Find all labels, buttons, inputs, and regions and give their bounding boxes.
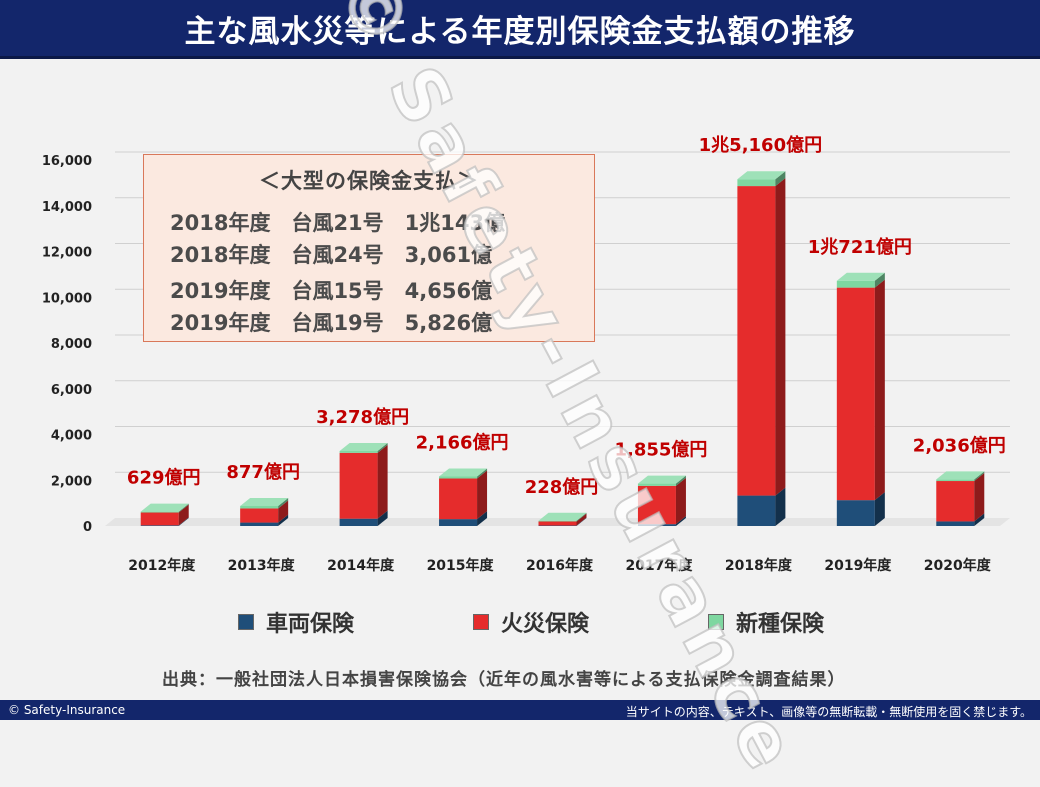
x-category-label: 2020年度 — [924, 557, 992, 574]
large-payout-infobox: ＜大型の保険金支払＞ 2018年度 台風21号 1兆143億 2018年度 台風… — [143, 154, 595, 342]
footer-bar: © Safety-Insurance 当サイトの内容、テキスト、画像等の無断転載… — [0, 700, 1040, 720]
chart-legend: 車両保険 火災保険 新種保険 — [0, 606, 1040, 640]
data-label: 1兆5,160億円 — [699, 134, 822, 156]
legend-swatch — [473, 614, 489, 630]
legend-item-fire: 火災保険 — [473, 606, 589, 638]
legend-swatch — [238, 614, 254, 630]
page-title: 主な風水災等による年度別保険金支払額の推移 — [0, 0, 1040, 59]
legend-item-new-type: 新種保険 — [708, 606, 824, 638]
x-category-label: 2014年度 — [327, 557, 395, 574]
infobox-row: 2019年度 台風19号 5,826億 — [170, 307, 492, 337]
x-category-label: 2012年度 — [128, 557, 196, 574]
x-category-label: 2017年度 — [625, 557, 693, 574]
data-label: 877億円 — [226, 461, 300, 483]
bar-segment-fire — [340, 445, 388, 519]
data-label: 228億円 — [525, 476, 599, 498]
data-label: 1兆721億円 — [808, 236, 912, 258]
footer-notice: 当サイトの内容、テキスト、画像等の無断転載・無断使用を固く禁じます。 — [626, 703, 1032, 720]
y-tick-label: 6,000 — [51, 383, 92, 398]
y-tick-label: 10,000 — [42, 291, 92, 306]
source-citation: 出典：一般社団法人日本損害保険協会（近年の風水害等による支払保険金調査結果） — [162, 665, 846, 690]
legend-label: 車両保険 — [266, 606, 354, 638]
infobox-row: 2018年度 台風21号 1兆143億 — [170, 207, 505, 237]
y-tick-label: 14,000 — [42, 200, 92, 215]
y-tick-label: 2,000 — [51, 474, 92, 489]
x-category-label: 2019年度 — [824, 557, 892, 574]
y-tick-label: 4,000 — [51, 429, 92, 444]
y-tick-label: 16,000 — [42, 154, 92, 169]
x-category-label: 2015年度 — [427, 557, 495, 574]
x-category-label: 2016年度 — [526, 557, 594, 574]
legend-swatch — [708, 614, 724, 630]
y-tick-label: 8,000 — [51, 337, 92, 352]
legend-item-vehicle: 車両保険 — [238, 606, 354, 638]
bar-segment-fire — [837, 280, 885, 501]
x-category-label: 2018年度 — [725, 557, 793, 574]
y-tick-label: 0 — [83, 520, 92, 535]
data-label: 3,278億円 — [316, 406, 409, 428]
data-label: 1,855億円 — [614, 439, 707, 461]
data-label: 2,036億円 — [913, 434, 1006, 456]
data-label: 2,166億円 — [416, 431, 509, 453]
footer-copyright: © Safety-Insurance — [8, 703, 125, 717]
bar-segment-fire — [737, 178, 785, 495]
infobox-row: 2019年度 台風15号 4,656億 — [170, 275, 492, 305]
data-label: 629億円 — [127, 467, 201, 489]
y-tick-label: 12,000 — [42, 246, 92, 261]
infobox-title: ＜大型の保険金支払＞ — [144, 165, 594, 195]
x-category-label: 2013年度 — [228, 557, 296, 574]
infobox-row: 2018年度 台風24号 3,061億 — [170, 239, 492, 269]
legend-label: 新種保険 — [736, 606, 824, 638]
legend-label: 火災保険 — [501, 606, 589, 638]
